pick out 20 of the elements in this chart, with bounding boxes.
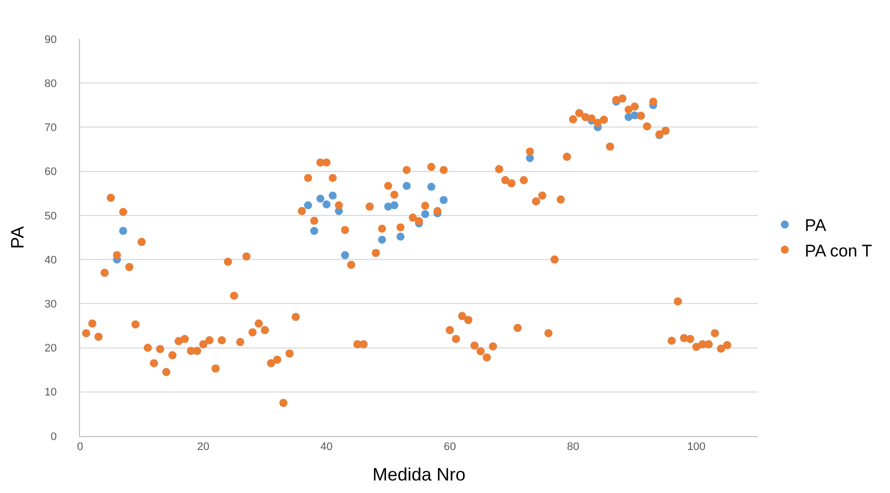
y-tick-label: 90 [44, 34, 57, 46]
y-axis-title: PA [8, 226, 28, 249]
x-tick-label: 60 [444, 441, 456, 454]
y-tick-label: 10 [44, 386, 57, 399]
y-tick-label: 60 [44, 166, 57, 178]
x-tick-label: 100 [687, 441, 706, 454]
x-tick-label: 0 [76, 441, 84, 454]
x-axis-title: Medida Nro [372, 464, 466, 484]
x-tick-label: 80 [566, 441, 580, 454]
y-tick-label: 20 [44, 342, 57, 355]
y-tick-label: 30 [44, 298, 57, 311]
x-tick-label: 40 [320, 441, 333, 454]
y-tick-label: 0 [50, 430, 57, 443]
y-tick-label: 50 [44, 210, 57, 222]
legend-label: PA [804, 216, 827, 236]
x-tick-label: 20 [197, 441, 210, 454]
y-tick-label: 70 [44, 122, 57, 134]
y-tick-label: 40 [44, 254, 57, 266]
y-tick-label: 80 [44, 78, 57, 90]
legend-label: PA con T [804, 241, 872, 260]
